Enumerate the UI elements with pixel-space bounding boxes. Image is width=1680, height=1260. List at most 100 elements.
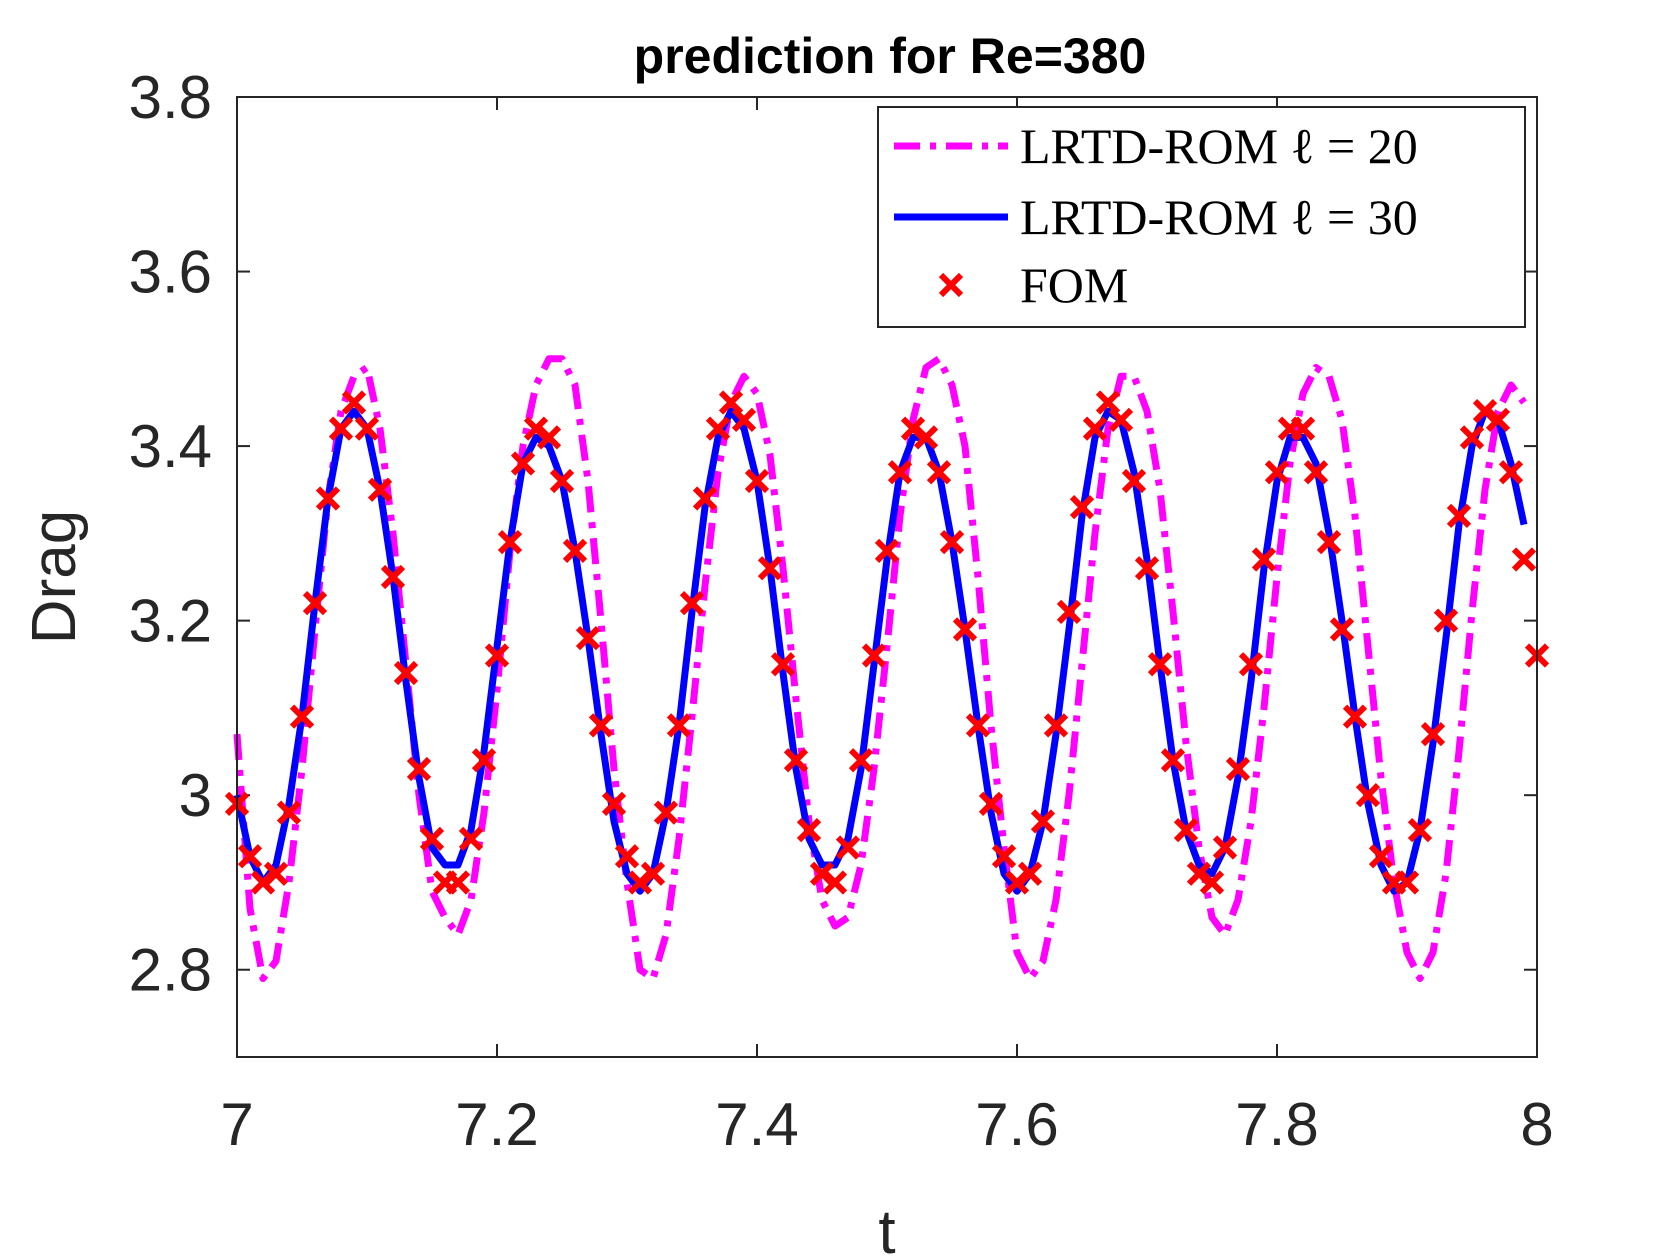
fom-marker: [588, 713, 614, 738]
fom-marker: [1394, 870, 1420, 895]
fom-marker: [1004, 870, 1030, 895]
fom-marker: [640, 861, 666, 886]
y-axis-label: Drag: [20, 510, 89, 644]
fom-marker: [835, 835, 861, 860]
fom-marker: [237, 844, 263, 869]
fom-marker: [1095, 390, 1121, 415]
fom-marker: [1082, 416, 1108, 441]
fom-marker: [406, 756, 432, 782]
fom-marker: [1199, 870, 1225, 895]
plot-contents: [224, 355, 1550, 982]
fom-marker: [1225, 756, 1251, 782]
fom-marker: [1498, 460, 1524, 485]
fom-marker: [783, 748, 809, 773]
fom-marker: [718, 390, 744, 415]
fom-marker: [1355, 783, 1381, 808]
fom-marker: [1108, 407, 1134, 433]
fom-marker: [1238, 652, 1264, 677]
y-tick-label: 3.6: [129, 239, 212, 306]
x-tick-label: 8: [1520, 1091, 1553, 1158]
fom-marker: [1160, 748, 1186, 773]
fom-marker: [952, 617, 978, 642]
axes-box: [236, 96, 1538, 1058]
fom-marker: [991, 844, 1017, 869]
fom-marker: [1303, 460, 1329, 485]
fom-marker: [1511, 547, 1537, 572]
fom-marker: [536, 425, 562, 450]
fom-marker: [1043, 713, 1069, 738]
fom-marker: [1472, 399, 1498, 424]
fom-marker: [965, 713, 991, 738]
fom-marker: [1407, 817, 1433, 843]
fom-marker: [679, 591, 705, 616]
fom-marker: [341, 390, 367, 415]
chart-title: prediction for Re=380: [634, 28, 1147, 84]
fom-marker: [731, 407, 757, 433]
fom-marker: [445, 870, 471, 895]
x-axis-label: t: [878, 1198, 895, 1260]
fom-marker: [614, 844, 640, 869]
fom-marker: [770, 652, 796, 677]
fom-marker: [1290, 416, 1316, 441]
fom-marker: [328, 416, 354, 441]
x-tick-label: 7.8: [1235, 1091, 1318, 1158]
fom-marker: [276, 800, 302, 825]
fom-marker: [1069, 495, 1095, 520]
fom-marker: [757, 556, 783, 581]
fom-marker: [250, 870, 276, 895]
fom-marker: [900, 416, 926, 441]
y-tick-label: 3.4: [129, 413, 212, 480]
fom-marker: [549, 468, 575, 494]
fom-marker: [1446, 503, 1472, 529]
fom-marker: [1056, 599, 1082, 625]
y-tick-label: 2.8: [129, 937, 212, 1004]
fom-marker: [705, 416, 731, 441]
x-tick-label: 7.2: [455, 1091, 538, 1158]
fom-marker: [575, 625, 601, 651]
fom-marker: [809, 861, 835, 886]
fom-marker: [874, 538, 900, 563]
fom-marker: [484, 643, 510, 668]
fom-marker: [1342, 704, 1368, 729]
fom-marker: [354, 416, 380, 441]
fom-marker: [1433, 608, 1459, 633]
series-line-rom20: [233, 355, 1527, 982]
fom-marker: [796, 817, 822, 843]
fom-marker: [1186, 861, 1212, 886]
fom-marker: [1329, 617, 1355, 642]
y-tick-label: 3.2: [129, 588, 212, 655]
fom-marker: [822, 870, 848, 895]
legend-swatch-fom: [938, 272, 964, 298]
fom-marker: [302, 591, 328, 616]
fom-marker: [367, 477, 393, 502]
series-line-rom30: [233, 407, 1528, 895]
fom-marker: [510, 451, 536, 476]
fom-marker: [666, 713, 692, 738]
fom-marker: [1459, 425, 1485, 450]
fom-marker: [1316, 529, 1342, 555]
fom-marker: [1030, 809, 1056, 834]
fom-marker: [289, 704, 315, 729]
legend-label-rom30: LRTD-ROM ℓ = 30: [1020, 189, 1418, 245]
fom-marker: [887, 460, 913, 485]
fom-marker: [1017, 861, 1043, 886]
fom-marker: [978, 791, 1004, 817]
fom-marker: [458, 826, 484, 851]
fom-marker: [601, 791, 627, 817]
fom-marker: [562, 538, 588, 563]
fom-marker: [653, 800, 679, 825]
fom-marker: [913, 425, 939, 450]
fom-marker: [1134, 556, 1160, 581]
fom-marker: [1485, 407, 1511, 433]
fom-marker: [471, 748, 497, 773]
fom-marker: [1368, 844, 1394, 869]
fom-marker: [380, 564, 406, 590]
legend-label-fom: FOM: [1020, 257, 1128, 313]
legend: LRTD-ROM ℓ = 20 LRTD-ROM ℓ = 30 FOM: [877, 106, 1526, 328]
fom-marker: [263, 861, 289, 886]
fom-marker: [419, 826, 445, 851]
fom-marker: [497, 529, 523, 555]
y-tick-labels: 2.8 3 3.2 3.4 3.6 3.8: [129, 64, 212, 1004]
fom-marker: [1264, 460, 1290, 485]
y-tick-label: 3: [179, 762, 212, 829]
